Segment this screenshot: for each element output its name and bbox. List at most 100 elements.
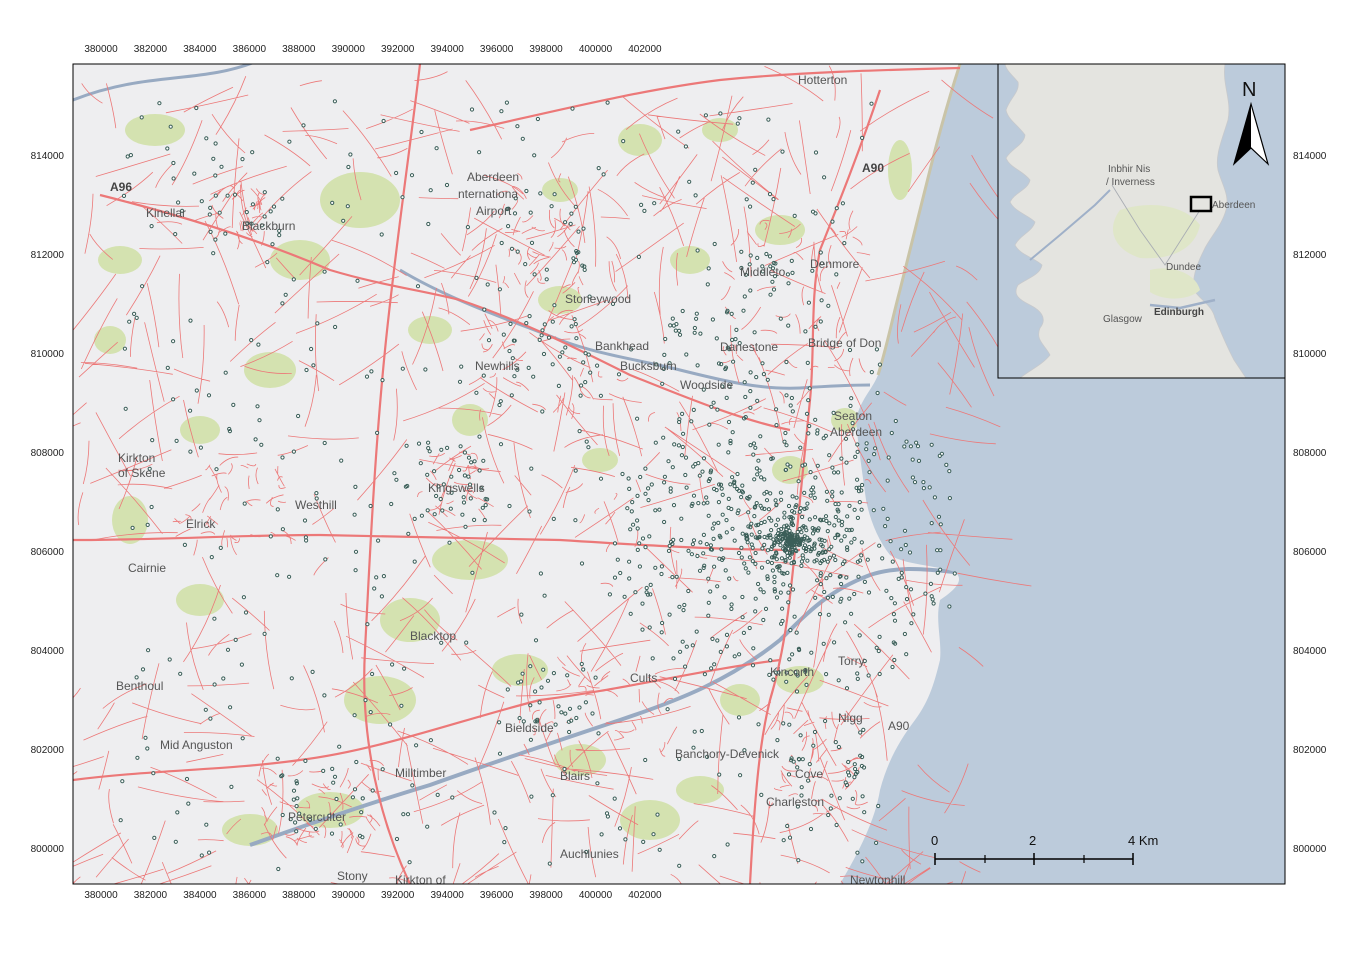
scale-label-2: 2 [1029,833,1036,848]
inset-road [1111,184,1201,266]
inset-place-5: Glasgow [1103,314,1143,325]
place-label: Cairnie [128,561,166,575]
green-area [344,676,416,724]
place-label: Milltimber [395,766,446,780]
green-area [380,598,440,642]
green-area [176,584,224,616]
green-area [320,172,400,228]
y-tick-label: 802000 [31,745,65,756]
minor-roads [73,65,1032,884]
y-tick-label: 814000 [1293,151,1327,162]
y-tick-label: 812000 [31,250,65,261]
place-labels: Hotterton Aberdeen nternationa Airport Kinel… [110,73,910,887]
major-road [748,549,797,884]
place-label: Newtonhill [850,873,905,887]
north-arrow-label: N [1242,79,1256,101]
study-area-box [1189,195,1213,213]
place-label: Kirkton of [395,873,446,887]
place-label: Stoneywood [565,292,631,306]
place-label: Newhills [475,359,520,373]
x-tick-label: 402000 [628,890,662,901]
place-label: Middleto [740,265,786,279]
inset-place-2: Aberdeen [1212,200,1255,211]
coordinate-ticks: 380000 380000 382000 382000 384000 384000 3860… [31,44,1327,901]
map-frame [72,63,1286,885]
green-area [270,240,330,280]
inset-green-2 [1150,268,1200,299]
bus-stop-markers [118,99,957,872]
green-area [582,448,618,472]
place-label: Cove [795,767,823,781]
major-road [73,658,781,782]
y-tick-label: 814000 [31,151,65,162]
place-label: Cults [630,671,657,685]
place-label: Kingswells [428,481,485,495]
green-area [222,814,278,846]
north-arrow: N [1232,79,1270,166]
inset-place-1: / Inverness [1106,177,1155,188]
place-label: A96 [110,180,132,194]
inset-firth [1149,298,1216,310]
x-tick-label: 384000 [183,890,217,901]
place-label: Peterculter [288,810,346,824]
green-area [755,215,805,245]
place-label: Auchlunies [560,847,619,861]
x-tick-label: 402000 [628,44,662,55]
y-tick-label: 812000 [1293,250,1327,261]
place-label: Mid Anguston [160,738,233,752]
green-area [452,404,488,436]
y-tick-label: 804000 [1293,646,1327,657]
green-area [538,286,582,314]
green-area [112,496,148,544]
green-area [432,540,508,580]
green-area [720,684,760,716]
green-area [618,124,662,156]
green-area [670,246,710,274]
x-tick-label: 400000 [579,44,613,55]
place-label: Elrick [186,517,216,531]
x-tick-label: 382000 [134,890,168,901]
green-area [831,408,859,432]
scale-label-0: 0 [931,833,938,848]
green-area [98,246,142,274]
place-label: A90 [862,161,884,175]
inset-place-0: Inbhir Nis [1108,164,1150,175]
x-tick-label: 394000 [430,890,464,901]
x-tick-label: 390000 [332,890,366,901]
x-tick-label: 390000 [332,44,366,55]
major-road [363,64,422,884]
place-label: Denmore [810,257,860,271]
y-tick-label: 806000 [31,547,65,558]
place-label: A90 [888,719,910,733]
y-tick-label: 810000 [1293,349,1327,360]
major-road [469,66,961,132]
x-tick-label: 384000 [183,44,217,55]
place-label: Kincorth [770,665,814,679]
place-label: Seaton [834,409,872,423]
place-label: Blacktop [410,629,456,643]
y-tick-label: 804000 [31,646,65,657]
place-label: Torry [838,654,865,668]
inset-place-3: Dundee [1166,262,1201,273]
place-label: Danestone [720,340,778,354]
green-area [125,114,185,146]
y-tick-label: 802000 [1293,745,1327,756]
place-label: Hotterton [798,73,847,87]
scale-bar: 0 2 4 Km [931,833,1158,865]
place-label: Bucksburn [620,359,677,373]
green-area [542,178,578,202]
green-area [244,352,296,388]
place-label: of Skene [118,466,166,480]
inset-map[interactable]: Inbhir Nis / Inverness Aberdeen Dundee E… [997,63,1286,379]
x-tick-label: 396000 [480,890,514,901]
place-label: Bankhead [595,339,649,353]
x-tick-label: 394000 [430,44,464,55]
x-tick-label: 388000 [282,890,316,901]
road-network [73,64,1032,884]
place-label: Benthoul [116,679,163,693]
major-road [73,533,801,552]
major-road [793,89,882,551]
river-don-upper [73,64,254,102]
inset-great-glen [1029,189,1111,261]
